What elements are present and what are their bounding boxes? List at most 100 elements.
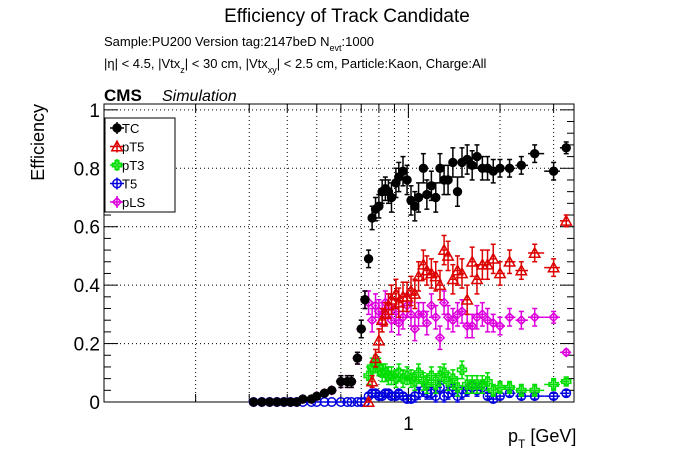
data-point: [530, 148, 540, 159]
data-point: [431, 192, 441, 203]
data-point: [560, 347, 572, 358]
data-point: [438, 297, 450, 308]
data-point: [422, 189, 432, 200]
y-tick-label: 1: [89, 101, 100, 122]
data-point: [374, 201, 384, 211]
legend-entry-pls: pLS: [110, 195, 145, 210]
data-point: [482, 376, 493, 387]
data-point: [352, 353, 363, 363]
data-point: [477, 309, 488, 320]
data-point: [503, 255, 517, 267]
data-point: [385, 292, 398, 305]
data-point: [400, 290, 414, 302]
data-point: [514, 263, 528, 276]
y-tick-label: 0: [89, 393, 100, 414]
x-tick-label: 1: [403, 414, 414, 435]
legend-label: T5: [122, 177, 137, 192]
y-tick-label: 0.4: [74, 276, 101, 297]
data-point: [561, 388, 572, 399]
legend-entry-tc: TC: [110, 121, 139, 136]
data-point: [456, 306, 468, 317]
data-point: [409, 376, 421, 387]
legend: TC pT5 pT3 T5 pLS: [104, 117, 176, 213]
data-point: [392, 295, 406, 308]
data-point: [426, 300, 437, 311]
data-point: [298, 394, 308, 404]
data-point: [369, 351, 383, 364]
data-point: [421, 317, 433, 329]
data-point: [447, 373, 459, 384]
data-point: [430, 379, 442, 390]
data-point: [494, 382, 506, 393]
data-point: [529, 385, 540, 396]
data-point: [516, 160, 527, 171]
y-tick-label: 0.6: [74, 218, 100, 239]
data-point: [397, 312, 409, 323]
axis-ticks: 0 0.2 0.4 0.6 0.8 1 1: [74, 101, 574, 435]
legend-entry-t5: T5: [110, 177, 137, 192]
data-point: [429, 269, 443, 282]
data-point: [482, 314, 493, 326]
data-point: [408, 287, 422, 299]
series-tc: [248, 141, 571, 407]
nevt-value: :1000: [342, 34, 375, 49]
series-pls: [248, 290, 572, 408]
legend-label: pT5: [122, 140, 144, 155]
data-point: [413, 367, 424, 379]
data-point: [452, 382, 463, 393]
data-point: [447, 314, 459, 326]
data-point: [362, 395, 376, 407]
data-point: [456, 364, 468, 376]
data-point: [493, 266, 507, 279]
y-axis-title: Efficiency: [28, 104, 48, 181]
sample-info-text: Sample:PU200 Version tag:2147beD Nevt:10…: [104, 34, 374, 53]
legend-marker: [111, 196, 123, 208]
data-point: [495, 163, 505, 173]
data-point: [360, 295, 370, 305]
data-point: [346, 376, 357, 387]
cuts-vtxxy-particle: | < 2.5 cm, Particle:Kaon, Charge:All: [277, 56, 487, 71]
data-point: [412, 269, 426, 282]
data-point: [367, 213, 377, 223]
data-point: [410, 201, 420, 211]
data-point: [504, 382, 515, 393]
data-point: [430, 312, 442, 323]
data-point: [446, 272, 460, 285]
data-point: [312, 391, 322, 401]
x-axis-title-unit: [GeV]: [525, 426, 576, 446]
data-point: [548, 166, 559, 176]
data-point: [421, 379, 433, 390]
data-point: [433, 278, 447, 291]
data-point: [398, 166, 408, 176]
legend-marker: [110, 139, 124, 152]
data-point: [486, 252, 500, 264]
data-point: [405, 309, 417, 320]
data-point: [257, 397, 267, 407]
data-point: [466, 320, 478, 332]
data-point: [548, 379, 559, 390]
data-point: [504, 312, 515, 323]
data-point: [559, 214, 573, 226]
data-point: [356, 324, 366, 334]
data-point: [451, 263, 464, 276]
sample-info-main: Sample:PU200 Version tag:2147beD N: [104, 34, 329, 49]
data-point: [460, 292, 474, 305]
legend-entry-pt3: pT3: [110, 158, 144, 173]
legend-marker: [112, 178, 122, 189]
data-point: [413, 192, 424, 203]
data-point: [548, 312, 559, 323]
data-point: [481, 257, 495, 270]
x-axis-title-sub: T: [518, 437, 526, 451]
y-tick-label: 0.8: [74, 159, 100, 180]
data-point: [402, 175, 412, 185]
data-point: [516, 314, 527, 326]
data-point: [393, 317, 405, 329]
data-point: [426, 370, 437, 381]
data-point: [560, 376, 572, 387]
data-point: [372, 333, 386, 346]
data-point: [504, 163, 515, 173]
legend-label: pLS: [122, 195, 145, 210]
cuts-sub-xy: xy: [268, 65, 278, 75]
data-point: [465, 255, 479, 267]
